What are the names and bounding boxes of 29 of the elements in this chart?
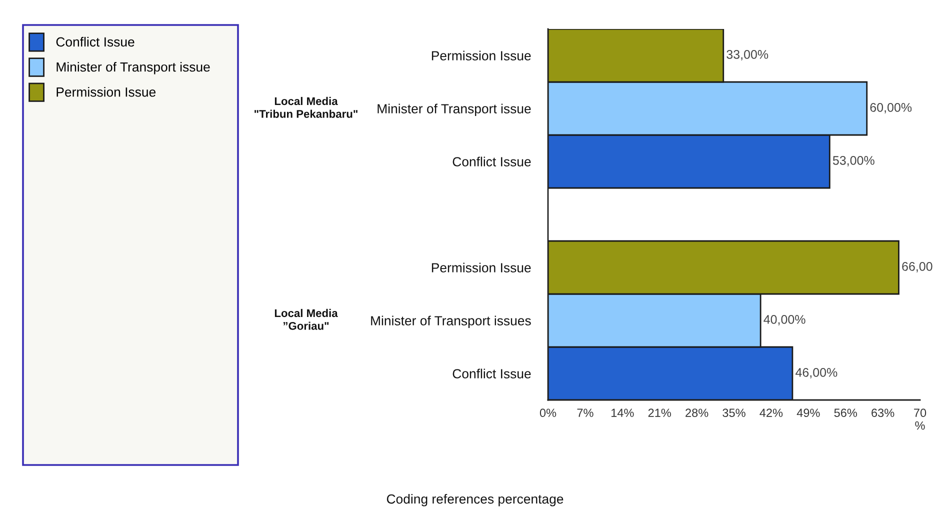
x-tick-label: 63%	[872, 408, 894, 418]
legend-label: Conflict Issue	[56, 36, 134, 47]
data-label: 46,00%	[796, 368, 838, 378]
x-axis-title: Coding references percentage	[386, 494, 564, 506]
legend-label: Minister of Transport issue	[56, 62, 210, 74]
x-tick-label: 70 %	[914, 408, 926, 430]
y-tick-label: Minister of Transport issue	[378, 104, 531, 116]
x-tick-label: 49%	[796, 408, 820, 418]
data-label: 53,00%	[832, 156, 874, 166]
legend-label: Permission Issue	[56, 87, 156, 97]
x-tick-label: 21%	[648, 408, 671, 417]
x-tick-label: 56%	[834, 408, 857, 418]
x-tick-label: 28%	[686, 408, 708, 418]
y-tick-label: Permission Issue	[432, 50, 531, 60]
x-tick-label: 0%	[540, 408, 556, 418]
y-tick-label: Conflict Issue	[452, 368, 531, 378]
text: Local Media "Tribun Pekanbaru"	[254, 96, 358, 118]
x-tick-label: 35%	[722, 408, 746, 418]
data-label: 33,00%	[726, 50, 768, 60]
x-tick-label: 7%	[577, 408, 594, 417]
data-label: 60,00%	[870, 103, 912, 114]
text: Local Media ”Goriau"	[274, 308, 338, 330]
data-label: 40,00%	[764, 315, 806, 326]
x-tick-label: 14%	[611, 408, 634, 417]
y-tick-label: Permission Issue	[432, 262, 531, 272]
y-tick-label: Minister of Transport issues	[371, 316, 531, 328]
data-label: 66,00	[902, 262, 932, 272]
x-tick-label: 42%	[760, 408, 783, 417]
y-tick-label: Conflict Issue	[452, 156, 531, 166]
